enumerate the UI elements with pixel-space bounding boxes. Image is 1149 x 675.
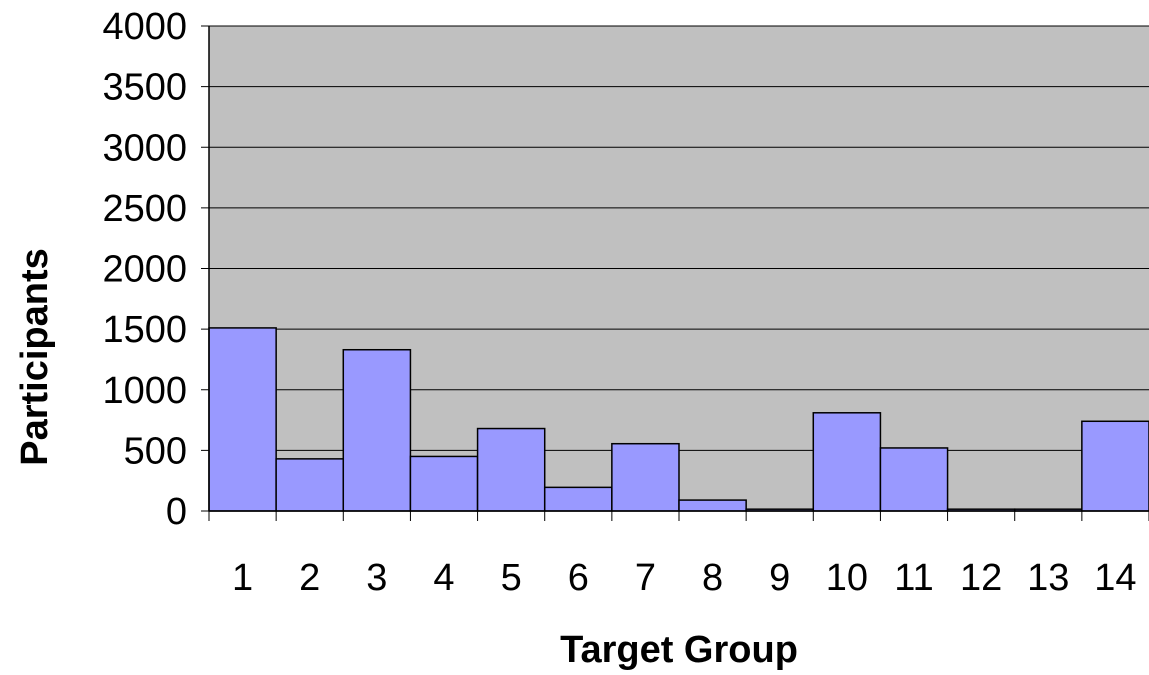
x-tick-label: 12: [960, 557, 1002, 599]
x-tick-label: 2: [299, 557, 320, 599]
bar: [543, 486, 613, 512]
x-tick-label: 11: [894, 557, 933, 599]
bar: [208, 327, 277, 512]
x-tick-label: 13: [1027, 557, 1069, 599]
x-axis-title: Target Group: [560, 629, 798, 671]
y-tick-label: 3500: [102, 67, 187, 109]
x-tick-label: 3: [366, 557, 387, 599]
y-tick-label: 0: [166, 491, 187, 533]
x-tick-label: 7: [635, 557, 656, 599]
x-tick-labels: 1 2 3 4 5 6 7 8 9 10 11 12 13 14: [232, 557, 1137, 599]
x-tick-label: 9: [769, 557, 790, 599]
bars: [208, 327, 1149, 512]
x-tick-label: 6: [568, 557, 589, 599]
y-tick-label: 1000: [102, 370, 187, 412]
bar: [342, 348, 412, 512]
x-tick-label: 14: [1094, 557, 1136, 599]
y-axis-title: Participants: [14, 248, 56, 466]
bar: [611, 442, 680, 512]
bar: [409, 455, 479, 512]
y-tick-labels: 0 500 1000 1500 2000 2500 3000 3500 4000: [102, 6, 187, 533]
y-tick-label: 4000: [102, 6, 187, 48]
axes: [201, 25, 1149, 521]
y-tick-label: 2500: [102, 188, 187, 230]
y-tick-label: 2000: [102, 249, 187, 291]
bar: [476, 427, 546, 512]
x-tick-label: 1: [232, 557, 253, 599]
y-tick-label: 500: [124, 430, 187, 472]
y-tick-label: 1500: [102, 309, 187, 351]
bar: [879, 447, 949, 512]
bar: [812, 412, 882, 512]
x-tick-label: 10: [826, 557, 868, 599]
x-tick-label: 4: [433, 557, 454, 599]
x-tick-label: 5: [501, 557, 522, 599]
y-tick-label: 3000: [102, 127, 187, 169]
bar: [275, 458, 345, 512]
bar: [1081, 420, 1149, 512]
x-tick-label: 8: [702, 557, 723, 599]
bar: [678, 499, 747, 512]
